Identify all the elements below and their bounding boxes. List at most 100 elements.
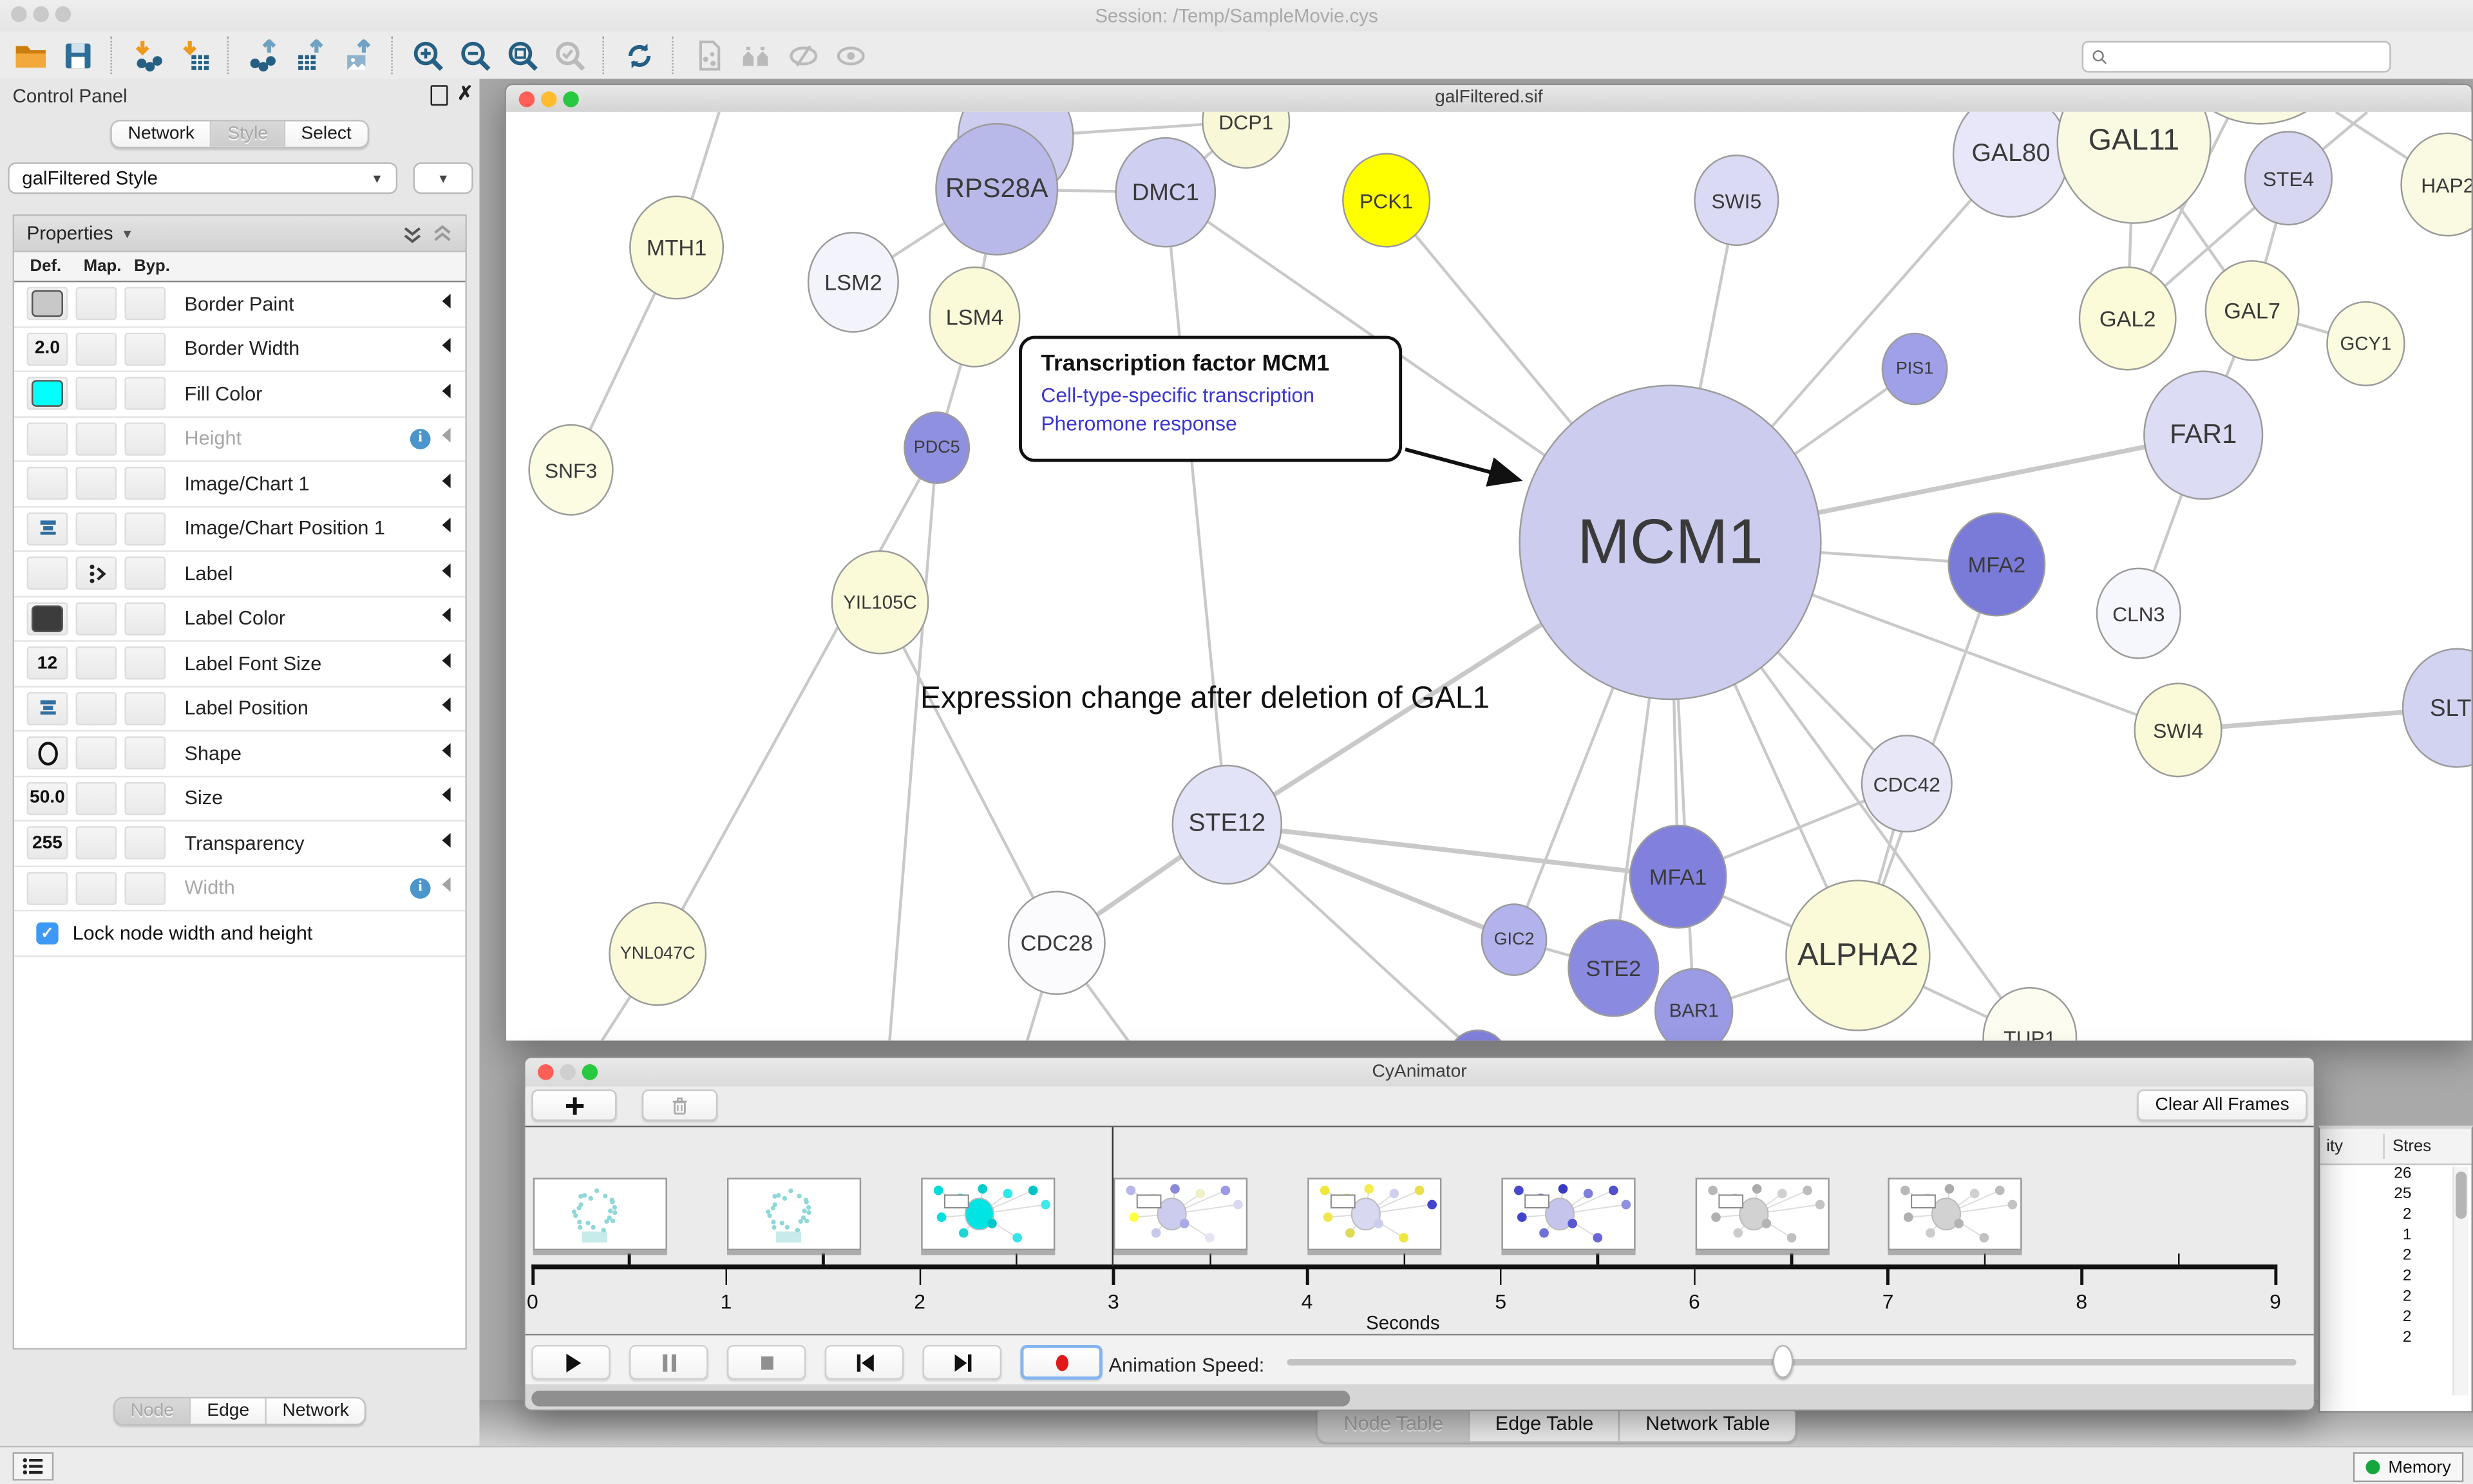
tab-network[interactable]: Network [112,121,212,147]
timeline-scrollbar[interactable] [525,1384,2314,1410]
animation-speed-knob[interactable] [1772,1344,1793,1378]
default-value-cell[interactable] [26,601,68,635]
bypass-cell[interactable] [124,826,166,860]
memory-button[interactable]: Memory [2353,1452,2464,1483]
lock-node-size-checkbox[interactable]: ✓ [36,922,59,944]
property-row-fill-color[interactable]: Fill Color [14,372,466,417]
frame-thumbnail-6[interactable] [1694,1178,1830,1251]
style-tab-node[interactable]: Node [115,1398,191,1424]
table-scrollbar-thumb[interactable] [2456,1171,2467,1219]
float-panel-icon[interactable] [430,85,448,106]
bypass-cell[interactable] [124,646,166,681]
expand-triangle-icon[interactable] [437,876,455,894]
network-node-STE2[interactable]: STE2 [1568,919,1660,1017]
zoom-out-button[interactable] [451,35,498,76]
frame-thumbnail-1[interactable] [726,1178,861,1251]
network-node-GCY1[interactable]: GCY1 [2326,301,2405,387]
network-node-GAL7[interactable]: GAL7 [2204,260,2300,361]
close-window-button[interactable] [518,90,535,107]
default-value-cell[interactable] [26,377,68,411]
expand-triangle-icon[interactable] [437,291,455,310]
network-node-YIL105C[interactable]: YIL105C [831,550,929,655]
mapping-cell[interactable] [75,601,117,635]
mapping-cell[interactable] [75,287,117,321]
pause-button[interactable] [629,1344,708,1380]
close-window-button[interactable] [11,6,27,23]
info-icon[interactable]: i [410,428,431,449]
bypass-cell[interactable] [124,467,166,500]
network-node-CLN3[interactable]: CLN3 [2096,567,2181,659]
property-row-height[interactable]: Height i [14,417,466,462]
mapping-cell[interactable] [75,332,117,366]
network-node-SNF3[interactable]: SNF3 [528,424,614,516]
network-node-MTH1[interactable]: MTH1 [629,195,725,300]
bypass-cell[interactable] [124,512,166,545]
frame-thumbnail-4[interactable] [1307,1178,1442,1251]
network-node-STE4[interactable]: STE4 [2244,131,2333,226]
default-value-cell[interactable] [26,467,68,500]
property-row-label[interactable]: Label [14,552,466,597]
cyanimator-titlebar[interactable]: CyAnimator [525,1058,2314,1088]
search-box[interactable] [2081,41,2391,73]
record-button[interactable] [1020,1344,1103,1380]
property-row-border-paint[interactable]: Border Paint [14,282,466,328]
table-row[interactable]: 26 [2320,1165,2449,1186]
zoom-window-button[interactable] [582,1064,598,1080]
expand-triangle-icon[interactable] [437,426,455,445]
minimize-window-button[interactable] [541,90,557,107]
refresh-layout-button[interactable] [615,35,662,76]
property-row-image-chart-1[interactable]: Image/Chart 1 [14,462,466,507]
style-tab-network[interactable]: Network [267,1398,365,1424]
import-network-button[interactable] [123,35,170,76]
zoom-fit-button[interactable] [498,35,545,76]
network-node-PIS1[interactable]: PIS1 [1881,332,1948,406]
minimize-window-button[interactable] [33,6,49,23]
frame-thumbnail-2[interactable] [920,1178,1055,1251]
network-node-PCK1[interactable]: PCK1 [1342,153,1431,248]
property-row-shape[interactable]: Shape [14,731,466,777]
network-node-CDC28[interactable]: CDC28 [1007,890,1106,995]
default-value-cell[interactable] [26,871,68,905]
info-icon[interactable]: i [410,878,431,899]
close-panel-icon[interactable]: ✗ [457,82,473,104]
network-node-GAL80[interactable]: GAL80 [1952,111,2070,218]
network-node-GIC2[interactable]: GIC2 [1481,903,1548,976]
network-node-ALPHA2[interactable]: ALPHA2 [1785,879,1931,1031]
zoom-in-button[interactable] [404,35,451,76]
property-row-transparency[interactable]: 255 Transparency [14,822,466,867]
expand-triangle-icon[interactable] [437,696,455,715]
network-canvas[interactable]: DCP1 RPS28A DMC1 PCK1 SWI5 GAL80 GAL11 STE4 HAP2… [506,111,2472,1041]
close-window-button[interactable] [538,1064,554,1080]
expand-all-icon[interactable] [402,223,422,244]
network-node-RPS28A[interactable]: RPS28A [935,123,1059,256]
animation-timeline[interactable]: Seconds 0 1 2 3 4 5 6 7 8 9 [525,1125,2314,1336]
table-scrollbar[interactable] [2452,1167,2468,1396]
default-value-cell[interactable]: 12 [26,646,68,681]
open-session-button[interactable] [6,35,53,76]
network-window-titlebar[interactable]: galFiltered.sif [506,85,2472,114]
zoom-window-button[interactable] [55,6,71,23]
network-node-SWI4[interactable]: SWI4 [2134,682,2222,778]
animation-speed-slider[interactable] [1287,1344,2297,1378]
import-table-button[interactable] [170,35,217,76]
network-node-SWI5[interactable]: SWI5 [1694,155,1779,247]
bypass-cell[interactable] [124,287,166,321]
default-value-cell[interactable] [26,737,68,770]
skip-end-button[interactable] [922,1344,1002,1380]
delete-frame-button[interactable] [641,1089,718,1122]
table-row[interactable]: 2 [2320,1309,2449,1329]
collapse-all-icon[interactable] [432,223,453,244]
mapping-cell[interactable] [75,646,117,681]
network-node-PDC5[interactable]: PDC5 [904,411,971,484]
minimize-window-button[interactable] [560,1064,576,1080]
network-node-FAR1[interactable]: FAR1 [2143,370,2264,500]
table-row[interactable]: 2 [2320,1268,2449,1288]
expand-triangle-icon[interactable] [437,740,455,759]
expand-triangle-icon[interactable] [437,831,455,849]
mapping-cell[interactable] [75,557,117,590]
network-document-button[interactable] [685,35,732,76]
mapping-cell[interactable] [75,467,117,500]
network-node-LSM4[interactable]: LSM4 [929,266,1021,368]
stop-button[interactable] [726,1344,806,1380]
bypass-cell[interactable] [124,377,166,411]
